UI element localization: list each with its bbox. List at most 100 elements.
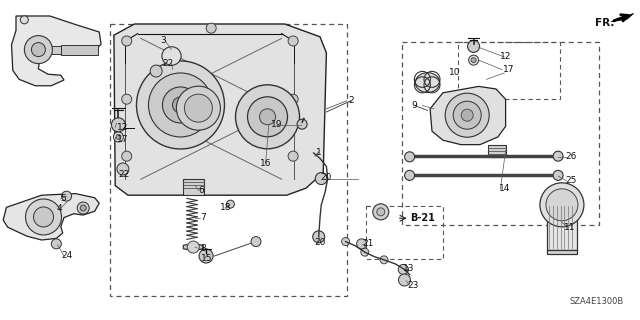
Circle shape: [61, 191, 72, 201]
Text: 26: 26: [565, 152, 577, 161]
Circle shape: [356, 239, 367, 249]
Text: FR.: FR.: [595, 18, 614, 28]
Text: 7: 7: [201, 213, 206, 222]
Circle shape: [342, 237, 349, 246]
Text: 17: 17: [503, 65, 515, 74]
Circle shape: [288, 36, 298, 46]
Circle shape: [461, 109, 473, 121]
Circle shape: [553, 170, 563, 180]
Text: 21: 21: [362, 239, 374, 248]
Circle shape: [227, 200, 234, 208]
Ellipse shape: [162, 47, 181, 65]
Bar: [488, 145, 506, 157]
Circle shape: [445, 93, 489, 137]
Bar: [48, 46, 61, 54]
Text: 3: 3: [161, 36, 166, 45]
Text: 13: 13: [403, 264, 414, 273]
Text: B-21: B-21: [410, 212, 435, 223]
Bar: [110, 24, 347, 296]
Circle shape: [163, 87, 198, 123]
Text: 5: 5: [60, 194, 65, 203]
Polygon shape: [430, 86, 506, 145]
Circle shape: [453, 101, 481, 129]
Circle shape: [297, 119, 307, 129]
Text: 20: 20: [314, 238, 326, 247]
Circle shape: [251, 236, 261, 247]
Bar: [42, 47, 96, 53]
Text: 15: 15: [201, 254, 212, 263]
Circle shape: [150, 65, 162, 77]
Circle shape: [377, 208, 385, 216]
Text: 25: 25: [565, 176, 577, 185]
Circle shape: [173, 97, 188, 113]
Text: 4: 4: [56, 204, 61, 212]
Circle shape: [24, 36, 52, 64]
Bar: [61, 45, 98, 55]
Bar: [547, 250, 577, 254]
Polygon shape: [3, 194, 99, 240]
Circle shape: [122, 94, 132, 104]
Circle shape: [31, 43, 45, 57]
Circle shape: [404, 170, 415, 180]
Circle shape: [122, 151, 132, 161]
Circle shape: [260, 109, 275, 125]
Circle shape: [80, 205, 86, 211]
Text: 2: 2: [348, 96, 353, 105]
Circle shape: [288, 151, 298, 161]
Circle shape: [184, 94, 212, 122]
Circle shape: [26, 199, 61, 235]
Text: 10: 10: [449, 68, 460, 77]
Circle shape: [206, 23, 216, 33]
Circle shape: [236, 85, 300, 149]
Circle shape: [553, 151, 563, 161]
Text: 11: 11: [564, 223, 575, 232]
Text: 8: 8: [201, 244, 206, 252]
Text: 16: 16: [260, 159, 271, 168]
Polygon shape: [183, 244, 204, 251]
Circle shape: [20, 16, 28, 24]
Circle shape: [313, 231, 324, 243]
Circle shape: [288, 94, 298, 104]
Circle shape: [33, 207, 54, 227]
Circle shape: [372, 204, 388, 220]
Circle shape: [113, 132, 124, 142]
Text: 6: 6: [199, 186, 204, 195]
Circle shape: [199, 249, 213, 263]
Text: 12: 12: [117, 123, 129, 132]
Circle shape: [136, 61, 225, 149]
Circle shape: [401, 266, 408, 273]
Text: 12: 12: [500, 52, 511, 61]
Polygon shape: [611, 13, 634, 22]
Text: 24: 24: [61, 252, 73, 260]
Circle shape: [148, 73, 212, 137]
Text: 1: 1: [316, 148, 321, 156]
Bar: [402, 42, 599, 225]
Circle shape: [177, 86, 220, 130]
Circle shape: [468, 55, 479, 65]
Circle shape: [361, 248, 369, 256]
Text: 22: 22: [118, 170, 130, 179]
Bar: [458, 42, 560, 99]
Circle shape: [188, 241, 199, 253]
Circle shape: [546, 189, 578, 221]
Circle shape: [404, 152, 415, 162]
Text: 9: 9: [412, 101, 417, 110]
Bar: [183, 179, 204, 195]
Text: 18: 18: [220, 203, 232, 212]
Circle shape: [51, 239, 61, 249]
Bar: [366, 206, 443, 259]
Circle shape: [111, 118, 125, 132]
Text: 19: 19: [271, 120, 282, 129]
Text: SZA4E1300B: SZA4E1300B: [570, 297, 624, 306]
Text: 20: 20: [321, 173, 332, 182]
Text: 17: 17: [117, 135, 129, 144]
Bar: [547, 205, 577, 250]
Ellipse shape: [415, 73, 440, 92]
Text: 23: 23: [407, 281, 419, 290]
Circle shape: [540, 183, 584, 227]
Circle shape: [471, 58, 476, 63]
Circle shape: [316, 172, 327, 185]
Polygon shape: [12, 16, 101, 86]
Circle shape: [117, 163, 129, 175]
Circle shape: [468, 40, 479, 52]
